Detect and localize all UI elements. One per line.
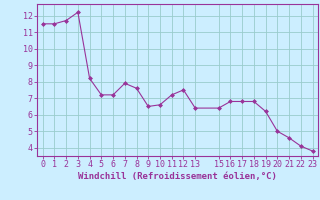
X-axis label: Windchill (Refroidissement éolien,°C): Windchill (Refroidissement éolien,°C): [78, 172, 277, 181]
